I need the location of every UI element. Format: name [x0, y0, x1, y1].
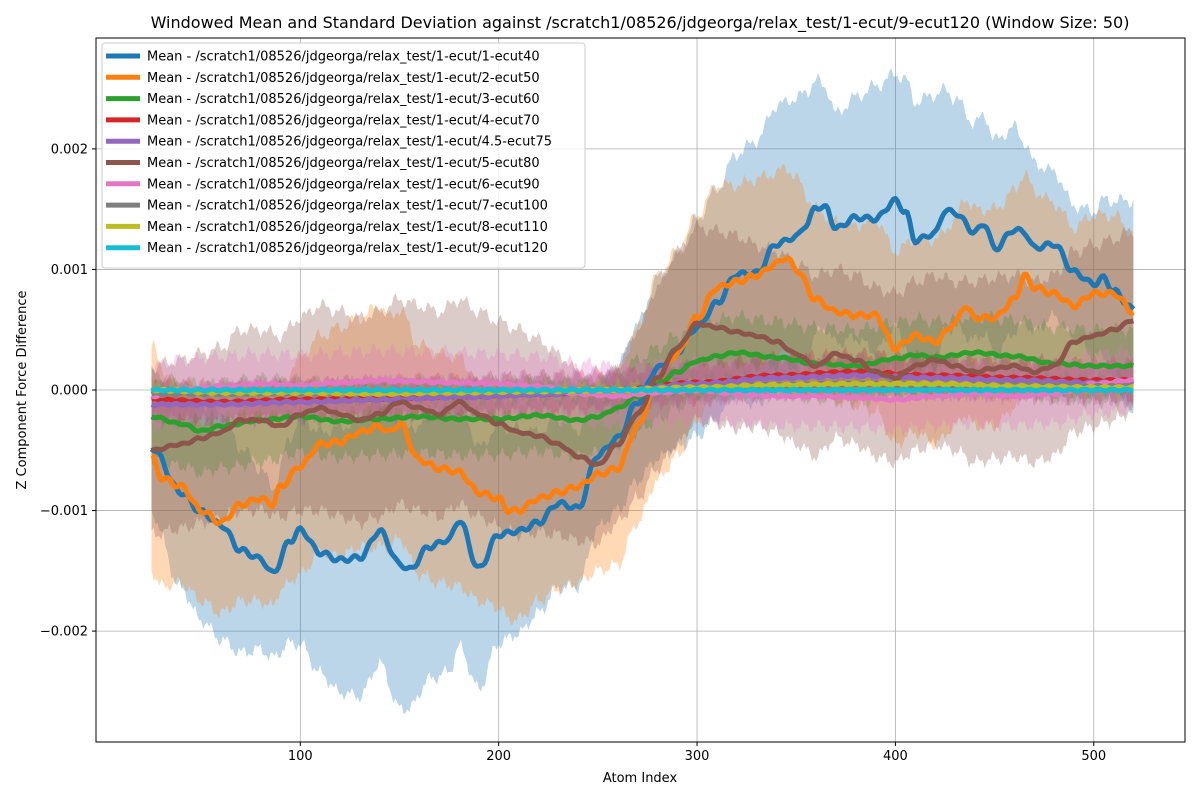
legend-label: Mean - /scratch1/08526/jdgeorga/relax_te…	[147, 92, 540, 107]
legend-label: Mean - /scratch1/08526/jdgeorga/relax_te…	[147, 199, 548, 214]
x-axis-label: Atom Index	[603, 771, 678, 786]
std-band	[151, 219, 1134, 550]
legend-label: Mean - /scratch1/08526/jdgeorga/relax_te…	[147, 71, 540, 86]
y-axis-label: Z Component Force Difference	[15, 291, 30, 490]
legend-label: Mean - /scratch1/08526/jdgeorga/relax_te…	[147, 113, 540, 128]
x-tick-label: 400	[883, 749, 908, 764]
series-layer	[149, 68, 1136, 714]
legend-label: Mean - /scratch1/08526/jdgeorga/relax_te…	[147, 135, 552, 150]
y-tick-label: 0.002	[51, 142, 88, 157]
y-tick-label: 0.000	[51, 384, 88, 399]
y-tick-label: −0.002	[40, 625, 88, 640]
x-tick-label: 500	[1081, 749, 1106, 764]
legend-label: Mean - /scratch1/08526/jdgeorga/relax_te…	[147, 241, 548, 256]
plot-area: 100 200 300 400 500 −0.002 −0.001 0.000 0.001 0.0…	[40, 37, 1186, 764]
chart-title: Windowed Mean and Standard Deviation aga…	[151, 13, 1130, 33]
legend-box	[101, 42, 586, 269]
x-tick-label: 200	[486, 749, 511, 764]
x-tick-label: 100	[288, 749, 313, 764]
legend-label: Mean - /scratch1/08526/jdgeorga/relax_te…	[147, 220, 548, 235]
legend-label: Mean - /scratch1/08526/jdgeorga/relax_te…	[147, 50, 540, 65]
mean-line	[150, 318, 1135, 467]
legend-label: Mean - /scratch1/08526/jdgeorga/relax_te…	[147, 177, 540, 192]
mean-line	[150, 377, 1134, 403]
legend: Mean - /scratch1/08526/jdgeorga/relax_te…	[101, 42, 586, 269]
legend-label: Mean - /scratch1/08526/jdgeorga/relax_te…	[147, 156, 540, 171]
mean-line	[150, 255, 1135, 527]
y-tick-label: 0.001	[51, 263, 88, 278]
mean-line	[150, 386, 1134, 394]
y-tick-label: −0.001	[40, 504, 88, 519]
x-tick-label: 300	[685, 749, 710, 764]
